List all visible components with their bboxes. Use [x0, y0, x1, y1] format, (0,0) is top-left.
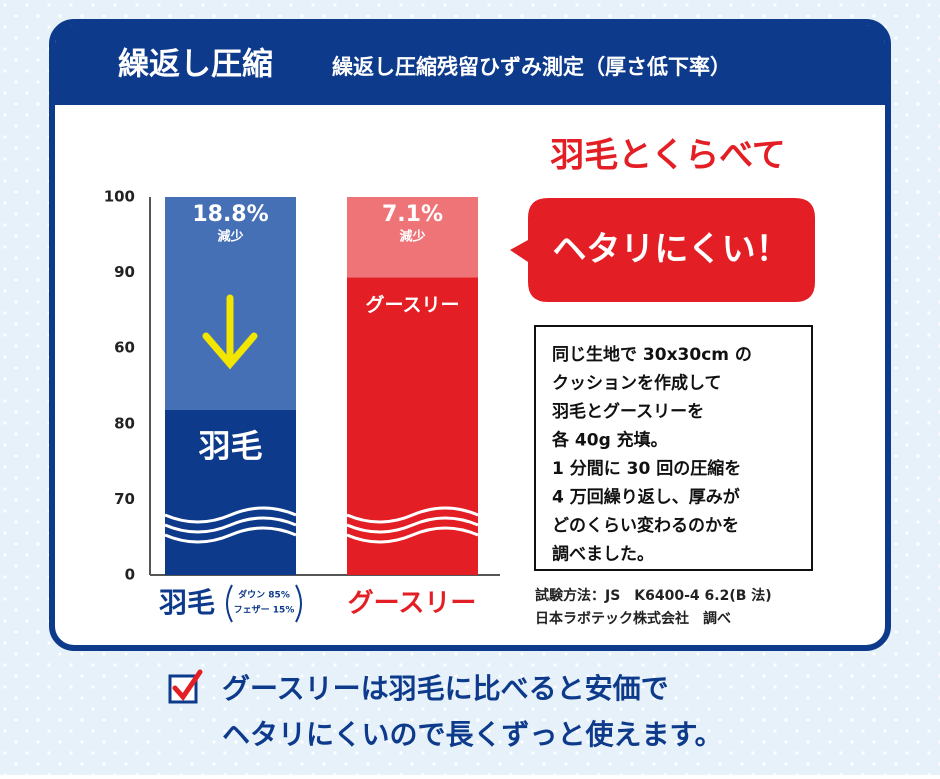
description-line: 羽毛とグースリーを: [552, 401, 704, 422]
checkmark: [172, 669, 203, 702]
reduction-label: 7.1%: [382, 202, 443, 227]
bar-remaining: [165, 410, 296, 575]
y-axis-label: 100: [104, 188, 135, 206]
description-line: 1 分間に 30 回の圧縮を: [552, 458, 741, 479]
y-axis-label: 80: [114, 414, 135, 432]
reduction-text: 減少: [217, 229, 243, 245]
description-line: どのくらい変わるのかを: [552, 515, 739, 536]
note-line: 試験方法：JS K6400-4 6.2(B 法): [535, 587, 772, 604]
bar-reduction: [347, 197, 478, 278]
wave: [346, 506, 479, 524]
note-line: 日本ラボテック株式会社 調べ: [535, 610, 731, 627]
wave: [164, 506, 297, 524]
arrow: [202, 294, 258, 370]
description-line: 調べました。: [552, 544, 654, 565]
wave: [164, 516, 297, 534]
description-line: クッションを作成して: [552, 373, 722, 394]
bubble-text: ヘタリにくい！: [552, 230, 789, 270]
notes: 試験方法：JS K6400-4 6.2(B 法) 日本ラボテック株式会社 調べ: [535, 587, 772, 627]
y-axis-label: 90: [114, 263, 135, 281]
bar-inner-label: 羽毛: [198, 427, 262, 465]
header-subtitle: 繰返し圧縮残留ひずみ測定（厚さ低下率）: [332, 55, 731, 79]
paren: [226, 584, 302, 623]
y-axis-label: 60: [114, 339, 135, 357]
reduction-label: 18.8%: [192, 202, 268, 227]
footer-line: ヘタリにくいので長くずっと使えます。: [222, 718, 723, 751]
wave: [164, 526, 297, 544]
reduction-text: 減少: [399, 229, 425, 245]
wave: [346, 516, 479, 534]
bar-name: グースリー: [348, 589, 477, 619]
description-box: [534, 325, 813, 571]
feather-mix: フェザー 15%: [234, 605, 295, 616]
bar-name: 羽毛: [159, 586, 215, 619]
callout-heading: 羽毛とくらべて: [550, 136, 786, 176]
footer-line: グースリーは羽毛に比べると安価で: [222, 672, 669, 705]
y-axis-label: 70: [114, 490, 135, 508]
chart: 10090608070018.8%減少羽毛羽毛7.1%減少グースリーグースリーダ…: [104, 188, 479, 623]
bar-inner-label: グースリー: [365, 293, 459, 316]
y-axis-label: 0: [125, 566, 135, 584]
header-band: [55, 25, 885, 105]
feather-mix: ダウン 85%: [238, 589, 290, 601]
header-title: 繰返し圧縮: [118, 47, 273, 83]
wave: [346, 526, 479, 544]
description-line: 各 40g 充填。: [551, 430, 668, 451]
description-line: 同じ生地で 30x30cm の: [552, 344, 752, 365]
speech-bubble: [510, 198, 815, 302]
description-line: 4 万回繰り返し、厚みが: [552, 487, 740, 508]
